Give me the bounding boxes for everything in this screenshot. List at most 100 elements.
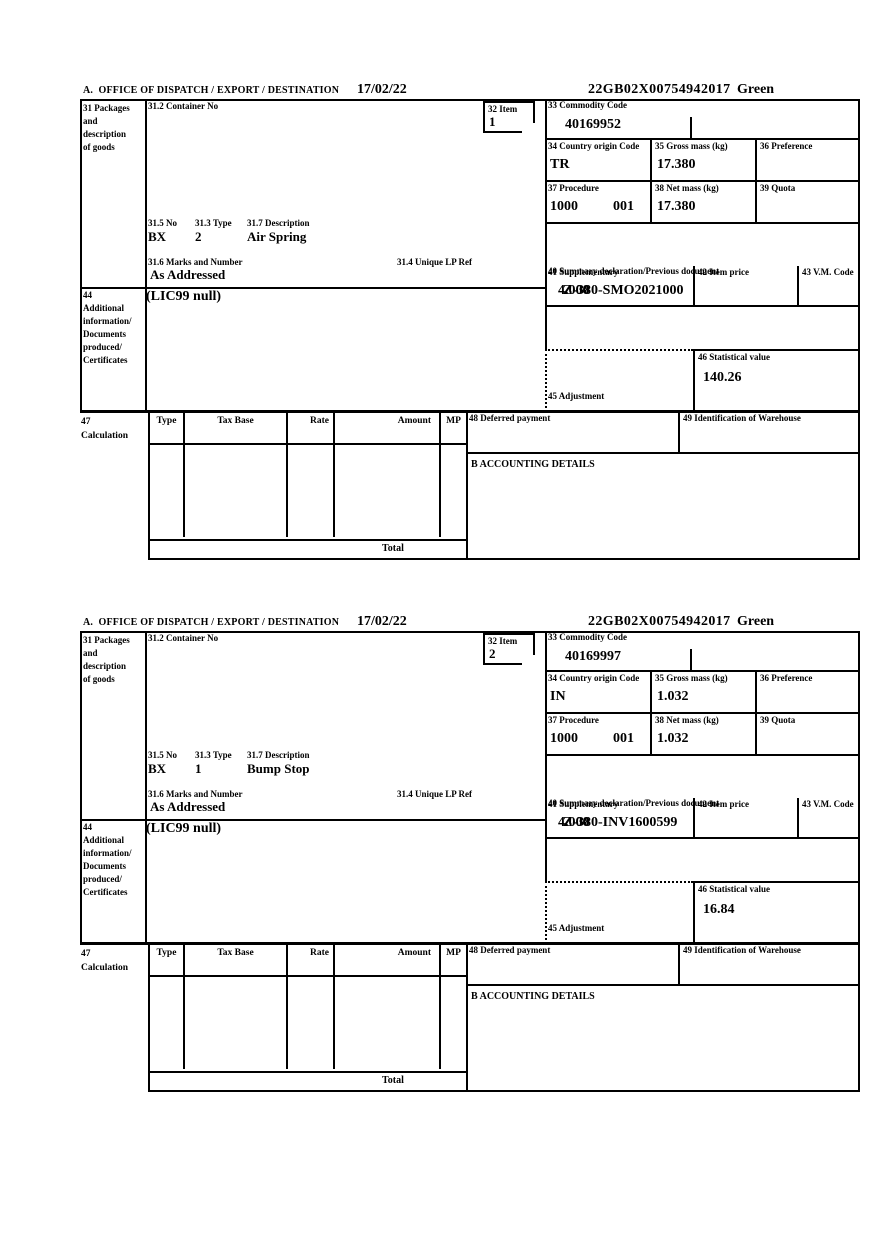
movement-reference-number: 22GB02X00754942017 xyxy=(588,614,731,629)
boxes-41-42-43-row: 41 Supplementary 4.000 42 Item price 43 … xyxy=(545,266,860,307)
grid-line xyxy=(80,287,545,289)
box42-item-price: 42 Item price xyxy=(693,266,797,305)
column-header-tax-base: Tax Base xyxy=(183,944,286,975)
box31-3-type-label: 31.3 Type xyxy=(195,218,232,228)
box48-label: 48 Deferred payment xyxy=(469,413,551,423)
country-origin-value: IN xyxy=(550,689,566,704)
column-header-mp: MP xyxy=(439,944,466,975)
box48-deferred-payment: 48 Deferred payment xyxy=(466,944,678,986)
calc-cell-amount xyxy=(333,445,439,537)
routing-indicator: Green xyxy=(737,82,775,97)
box31-4-unique-lp-ref-label: 31.4 Unique LP Ref xyxy=(397,257,473,267)
box43-label: 43 V.M. Code xyxy=(802,267,854,277)
additional-information-value: (LIC99 null) xyxy=(146,821,222,836)
box35-label: 35 Gross mass (kg) xyxy=(655,673,728,683)
box35-label: 35 Gross mass (kg) xyxy=(655,141,728,151)
box35-gross-mass: 35 Gross mass (kg) 1.032 xyxy=(650,672,755,712)
box34-label: 34 Country origin Code xyxy=(548,673,640,683)
box38-label: 38 Net mass (kg) xyxy=(655,183,719,193)
box41-supplementary: 41 Supplementary 4.000 xyxy=(545,798,693,837)
packages-type-value: 2 xyxy=(195,229,202,244)
box42-item-price: 42 Item price xyxy=(693,798,797,837)
box47-calculation-label: 47 Calculation xyxy=(81,417,128,441)
calc-cell-mp xyxy=(439,977,466,1069)
accounting-details-label: B ACCOUNTING DETAILS xyxy=(471,459,595,470)
column-header-rate: Rate xyxy=(286,412,333,443)
item-detail-grid: 31 Packages and description of goods 44 … xyxy=(80,631,860,1093)
box31-2-container-no-label: 31.2 Container No xyxy=(148,101,219,111)
packages-no-value: BX xyxy=(148,229,167,244)
grid-line xyxy=(80,942,860,945)
box33-label: 33 Commodity Code xyxy=(548,632,627,642)
box33-commodity-code: 33 Commodity Code 40169997 xyxy=(545,631,860,672)
grid-line xyxy=(150,1071,468,1073)
item-number-value: 1 xyxy=(489,114,496,129)
calculation-table: Type Tax Base Rate Amount MP xyxy=(148,944,466,1071)
box44-additional-info-label: 44 Additional information/ Documents pro… xyxy=(83,822,132,898)
grid-line xyxy=(545,99,547,349)
additional-information-value: (LIC99 null) xyxy=(146,289,222,304)
box38-label: 38 Net mass (kg) xyxy=(655,715,719,725)
box39-label: 39 Quota xyxy=(760,183,796,193)
boxes-34-35-36-row: 34 Country origin Code TR 35 Gross mass … xyxy=(545,140,860,182)
calculation-body-row xyxy=(150,445,466,537)
box49-warehouse-identification: 49 Identification of Warehouse xyxy=(678,944,860,986)
grid-line xyxy=(145,99,147,412)
column-header-tax-base: Tax Base xyxy=(183,412,286,443)
calculation-total-row: Total xyxy=(148,539,860,560)
box41-label: 41 Supplementary xyxy=(548,799,619,809)
goods-description-value: Air Spring xyxy=(247,229,307,244)
gross-mass-value: 1.032 xyxy=(657,689,689,704)
grid-line xyxy=(485,663,522,665)
box31-5-no-label: 31.5 No xyxy=(148,218,177,228)
calc-cell-tax-base xyxy=(183,445,286,537)
box32-item-number: 32 Item 1 xyxy=(483,101,535,133)
box43-vm-code: 43 V.M. Code xyxy=(797,266,860,305)
box31-packages-label: 31 Packages and description of goods xyxy=(83,103,130,153)
item-detail-grid: 31 Packages and description of goods 44 … xyxy=(80,99,860,561)
dotted-spare-box xyxy=(545,881,693,944)
form-header: A. OFFICE OF DISPATCH / EXPORT / DESTINA… xyxy=(80,82,860,99)
total-label: Total xyxy=(382,1075,404,1086)
calc-cell-amount xyxy=(333,977,439,1069)
column-header-amount: Amount xyxy=(333,944,439,975)
procedure-secondary-value: 001 xyxy=(613,199,634,214)
box41-label: 41 Supplementary xyxy=(548,267,619,277)
box39-quota: 39 Quota xyxy=(755,714,860,754)
box36-label: 36 Preference xyxy=(760,673,813,683)
box39-label: 39 Quota xyxy=(760,715,796,725)
box41-supplementary: 41 Supplementary 4.000 xyxy=(545,266,693,305)
box32-item-label: 32 Item xyxy=(488,104,518,114)
box34-country-origin: 34 Country origin Code IN xyxy=(545,672,650,712)
calc-cell-type xyxy=(150,977,183,1069)
box31-3-type-label: 31.3 Type xyxy=(195,750,232,760)
marks-and-number-value: As Addressed xyxy=(150,799,226,814)
office-of-dispatch-label: A. OFFICE OF DISPATCH / EXPORT / DESTINA… xyxy=(83,85,340,96)
box47-calculation-label: 47 Calculation xyxy=(81,949,128,973)
box48-deferred-payment: 48 Deferred payment xyxy=(466,412,678,454)
packages-no-value: BX xyxy=(148,761,167,776)
box40-label: 40 Summary declaration/Previous document xyxy=(548,798,720,808)
gross-mass-value: 17.380 xyxy=(657,157,696,172)
net-mass-value: 1.032 xyxy=(657,731,689,746)
boxes-34-35-36-row: 34 Country origin Code IN 35 Gross mass … xyxy=(545,672,860,714)
routing-indicator: Green xyxy=(737,614,775,629)
procedure-secondary-value: 001 xyxy=(613,731,634,746)
column-header-amount: Amount xyxy=(333,412,439,443)
box43-label: 43 V.M. Code xyxy=(802,799,854,809)
box37-label: 37 Procedure xyxy=(548,715,599,725)
sad-item-form: A. OFFICE OF DISPATCH / EXPORT / DESTINA… xyxy=(80,82,862,562)
grid-line xyxy=(80,99,860,101)
box45-label: 45 Adjustment xyxy=(548,923,605,933)
commodity-code-value: 40169997 xyxy=(565,649,621,664)
grid-line xyxy=(533,103,535,123)
grid-line xyxy=(145,631,147,944)
declaration-date: 17/02/22 xyxy=(357,82,407,97)
grid-line xyxy=(150,539,468,541)
dotted-grid-line xyxy=(545,881,547,944)
box31-7-description-label: 31.7 Description xyxy=(247,750,310,760)
box46-statistical-value: 46 Statistical value 16.84 xyxy=(693,881,860,944)
calc-cell-rate xyxy=(286,445,333,537)
office-of-dispatch-label: A. OFFICE OF DISPATCH / EXPORT / DESTINA… xyxy=(83,617,340,628)
column-header-rate: Rate xyxy=(286,944,333,975)
